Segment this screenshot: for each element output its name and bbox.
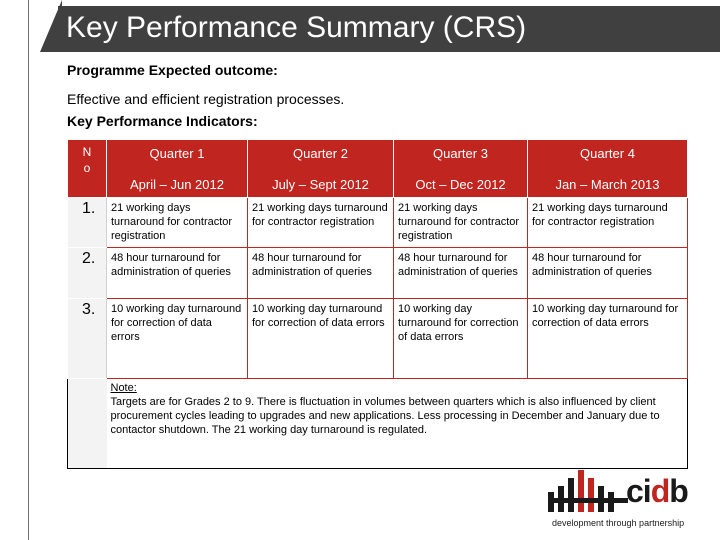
logo-word-part2: d: [650, 473, 671, 509]
note-text: Targets are for Grades 2 to 9. There is …: [110, 396, 660, 436]
cidb-logo-mark: [548, 470, 628, 512]
row-number: 3.: [67, 298, 107, 379]
column-header-no: N o: [67, 139, 107, 198]
column-header-quarter-2: Quarter 2 July – Sept 2012: [247, 139, 394, 198]
page-title: Key Performance Summary (CRS): [66, 11, 527, 44]
row-cell-q1: 48 hour turnaround for administration of…: [106, 247, 248, 299]
row-cell-q4: 48 hour turnaround for administration of…: [527, 247, 688, 299]
row-cell-q3: 48 hour turnaround for administration of…: [393, 247, 528, 299]
logo-word-part3: b: [669, 473, 689, 509]
table-note-row: Note: Targets are for Grades 2 to 9. The…: [67, 378, 688, 469]
table-header-row: N o Quarter 1 April – Jun 2012 Quarter 2…: [67, 139, 688, 198]
quarter-name: Quarter 4: [580, 146, 635, 161]
column-header-quarter-3: Quarter 3 Oct – Dec 2012: [393, 139, 528, 198]
kpi-label: Key Performance Indicators:: [67, 113, 258, 129]
row-cell-q3: 21 working days turnaround for contracto…: [393, 197, 528, 248]
logo-tagline: development through partnership: [552, 518, 685, 528]
column-header-quarter-4: Quarter 4 Jan – March 2013: [527, 139, 688, 198]
quarter-name: Quarter 1: [149, 146, 205, 161]
note-cell: Note: Targets are for Grades 2 to 9. The…: [106, 378, 688, 469]
quarter-name: Quarter 2: [293, 146, 348, 161]
table-row: 3. 10 working day turnaround for correct…: [67, 298, 688, 379]
column-header-quarter-1: Quarter 1 April – Jun 2012: [106, 139, 248, 198]
table-row: 2. 48 hour turnaround for administration…: [67, 247, 688, 299]
outcome-label: Programme Expected outcome:: [67, 62, 278, 78]
row-cell-q4: 10 working day turnaround for correction…: [527, 298, 688, 379]
row-cell-q2: 10 working day turnaround for correction…: [247, 298, 394, 379]
logo-word-part1: ci: [626, 473, 652, 509]
column-header-no-line1: N: [82, 145, 92, 159]
cidb-logo-word: cidb: [626, 473, 689, 509]
title-bar: [58, 6, 720, 52]
cidb-logo: cidb development through partnership: [548, 468, 708, 534]
column-header-no-line2: o: [83, 161, 91, 175]
quarter-period: Oct – Dec 2012: [415, 177, 506, 192]
row-cell-q1: 10 working day turnaround for correction…: [106, 298, 248, 379]
row-number: 1.: [67, 197, 107, 248]
kpi-table: N o Quarter 1 April – Jun 2012 Quarter 2…: [67, 139, 688, 469]
row-cell-q2: 48 hour turnaround for administration of…: [247, 247, 394, 299]
title-bar-wedge: [40, 0, 62, 52]
quarter-name: Quarter 3: [433, 146, 488, 161]
note-label: Note:: [110, 382, 137, 394]
quarter-period: July – Sept 2012: [272, 177, 369, 192]
row-number: 2.: [67, 247, 107, 299]
table-row: 1. 21 working days turnaround for contra…: [67, 197, 688, 248]
row-cell-q1: 21 working days turnaround for contracto…: [106, 197, 248, 248]
row-cell-q3: 10 working day turnaround for correction…: [393, 298, 528, 379]
quarter-period: Jan – March 2013: [555, 177, 660, 192]
note-number-cell: [67, 378, 107, 469]
row-cell-q2: 21 working days turnaround for contracto…: [247, 197, 394, 248]
slide-left-rule: [28, 0, 29, 540]
quarter-period: April – Jun 2012: [130, 177, 224, 192]
row-cell-q4: 21 working days turnaround for contracto…: [527, 197, 688, 248]
outcome-text: Effective and efficient registration pro…: [67, 91, 345, 107]
